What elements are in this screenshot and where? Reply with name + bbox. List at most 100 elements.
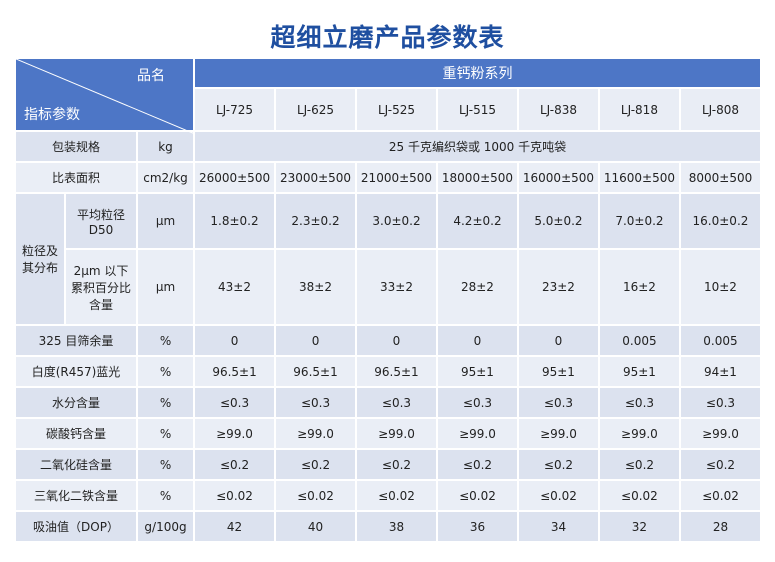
value: ≤0.2 [516,448,600,481]
value: 28±2 [435,248,519,326]
unit: % [135,324,196,357]
param: 水分含量 [14,386,138,419]
param: 2μm 以下累积百分比含量 [64,248,138,326]
row: 2μm 以下累积百分比含量 μm 43±2 38±2 33±2 28±2 23±2 16±2 1… [15,248,763,326]
value: 28 [678,510,763,543]
value: 16.0±0.2 [678,192,763,250]
model-name: LJ-808 [678,87,763,132]
group-param: 粒径及其分布 [14,192,66,326]
value: ≤0.3 [435,386,519,419]
value: ≤0.2 [193,448,277,481]
value: 38 [355,510,438,543]
param: 吸油值（DOP） [14,510,138,543]
value: ≤0.3 [274,386,357,419]
value: 4.2±0.2 [435,192,519,250]
unit: μm [135,192,196,250]
value: 32 [597,510,681,543]
value: 21000±500 [355,161,438,194]
param: 碳酸钙含量 [14,417,138,450]
value: ≤0.3 [678,386,763,419]
value: 96.5±1 [193,355,277,388]
corner-cell: 品名 指标参数 [13,57,196,134]
unit: kg [135,130,196,163]
unit: cm2/kg [135,161,196,194]
model-name: LJ-725 [193,87,277,132]
param: 三氧化二铁含量 [14,479,138,512]
row: 吸油值（DOP） g/100g 42 40 38 36 34 32 28 [14,510,763,543]
value: 0 [516,324,600,357]
value: ≤0.2 [597,448,681,481]
value: 95±1 [435,355,519,388]
unit: g/100g [135,510,196,543]
value: 0 [435,324,519,357]
value: ≥99.0 [435,417,519,450]
group-header: 重钙粉系列 [193,57,762,89]
value: 94±1 [678,355,763,388]
value: ≥99.0 [274,417,357,450]
value: 7.0±0.2 [597,192,681,250]
value: 0.005 [597,324,681,357]
value: ≥99.0 [516,417,600,450]
value: ≤0.2 [274,448,357,481]
value: 25 千克编织袋或 1000 千克吨袋 [193,130,762,163]
value: 38±2 [274,248,357,326]
value: 0 [193,324,277,357]
value: 1.8±0.2 [193,192,277,250]
value: ≤0.2 [678,448,763,481]
unit: % [135,448,196,481]
model-name: LJ-515 [435,87,519,132]
value: 34 [516,510,600,543]
value: 16000±500 [516,161,600,194]
corner-bottom: 指标参数 [24,107,80,123]
value: ≤0.3 [516,386,600,419]
value: ≤0.02 [274,479,357,512]
row: 二氧化硅含量% ≤0.2 ≤0.2 ≤0.2 ≤0.2 ≤0.2 ≤0.2 ≤0.2 [14,448,763,481]
model-name: LJ-625 [274,87,357,132]
param: 325 目筛余量 [14,324,138,357]
value: 33±2 [355,248,438,326]
model-name: LJ-525 [355,87,438,132]
value: ≤0.3 [193,386,277,419]
value: 26000±500 [193,161,277,194]
row: 比表面积 cm2/kg 26000±500 23000±500 21000±500 180… [14,161,763,194]
value: 3.0±0.2 [355,192,438,250]
value: 18000±500 [435,161,519,194]
value: ≤0.3 [597,386,681,419]
value: ≤0.02 [597,479,681,512]
value: ≥99.0 [597,417,681,450]
value: 95±1 [597,355,681,388]
spec-table: 品名 指标参数 重钙粉系列 LJ-725 LJ-625 LJ-525 LJ-515 LJ… [13,57,763,543]
value: ≤0.02 [516,479,600,512]
value: 40 [274,510,357,543]
value: 5.0±0.2 [516,192,600,250]
value: 36 [435,510,519,543]
value: ≥99.0 [678,417,763,450]
unit: % [135,479,196,512]
unit: % [135,386,196,419]
value: 23000±500 [274,161,357,194]
row: 325 目筛余量% 0 0 0 0 0 0.005 0.005 [14,324,763,357]
title: 超细立磨产品参数表 [270,23,505,52]
param: 白度(R457)蓝光 [14,355,138,388]
value: ≤0.02 [435,479,519,512]
row: 三氧化二铁含量% ≤0.02 ≤0.02 ≤0.02 ≤0.02 ≤0.02 ≤0.02 ≤0… [14,479,763,512]
model-name: LJ-818 [597,87,681,132]
row: 包装规格 kg 25 千克编织袋或 1000 千克吨袋 [14,130,762,163]
value: 0.005 [678,324,763,357]
value: 96.5±1 [274,355,357,388]
unit: % [135,417,196,450]
param: 比表面积 [14,161,138,194]
value: 42 [193,510,277,543]
corner-top: 品名 [137,68,166,84]
unit: % [135,355,196,388]
model-name: LJ-838 [516,87,600,132]
row: 水分含量% ≤0.3 ≤0.3 ≤0.3 ≤0.3 ≤0.3 ≤0.3 ≤0.3 [14,386,763,419]
value: 11600±500 [597,161,681,194]
value: 23±2 [516,248,600,326]
value: 96.5±1 [355,355,438,388]
value: ≤0.02 [678,479,763,512]
value: ≤0.2 [435,448,519,481]
row: 碳酸钙含量% ≥99.0 ≥99.0 ≥99.0 ≥99.0 ≥99.0 ≥99.0 ≥99.… [14,417,763,450]
value: 10±2 [678,248,763,326]
